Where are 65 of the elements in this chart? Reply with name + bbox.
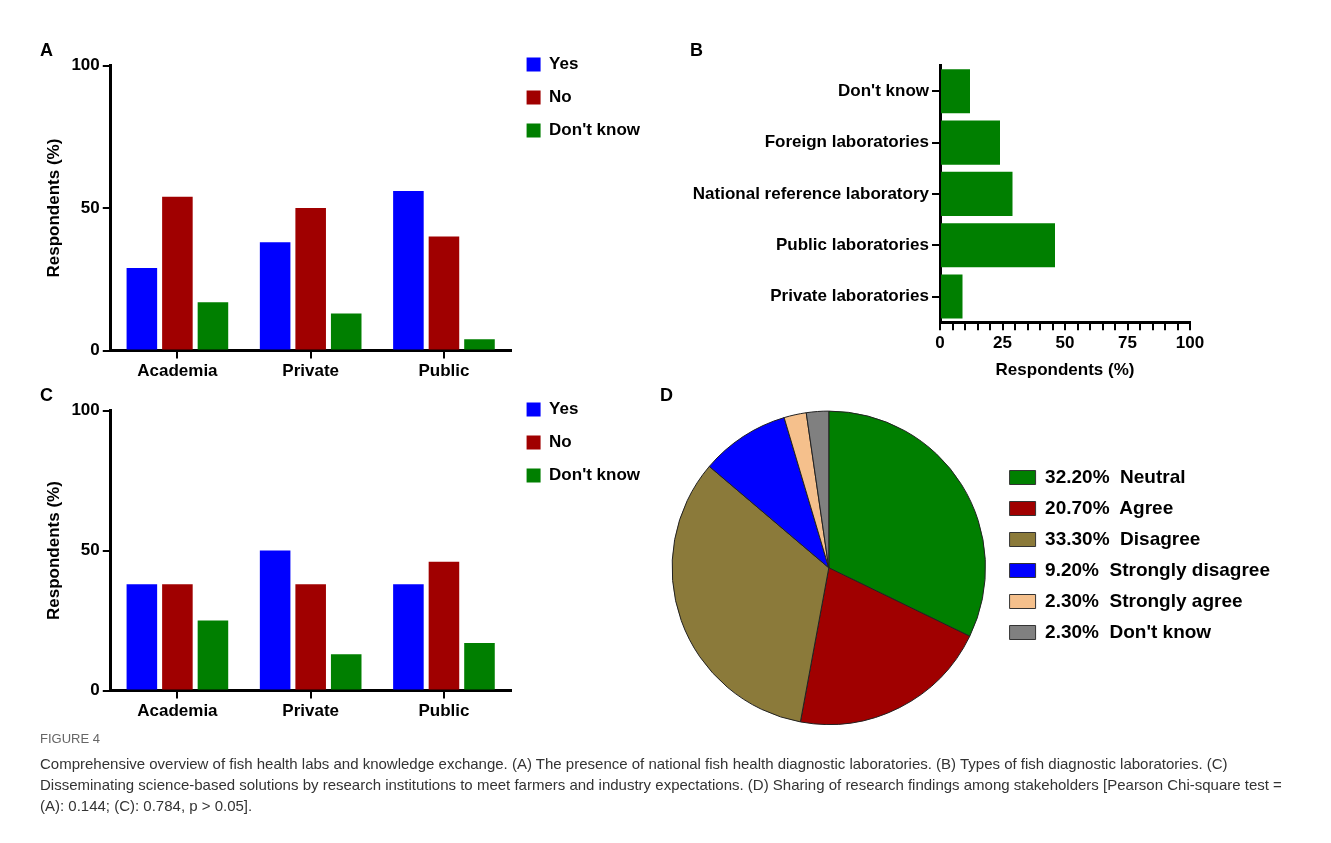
x-tick-label: 50: [1055, 333, 1075, 353]
bar: [295, 584, 326, 690]
x-tick-label: 0: [935, 333, 945, 353]
legend-label: Don't know: [549, 465, 641, 485]
x-tick-label: Public: [418, 701, 470, 721]
legend-label: 2.30% Don't know: [1045, 620, 1212, 642]
x-tick-label: Public: [418, 361, 470, 381]
chart-title: D: [660, 384, 673, 405]
chart-title: C: [40, 384, 53, 405]
bar: [428, 561, 460, 690]
bar: [259, 242, 291, 350]
y-axis-title: Respondents (%): [43, 481, 63, 621]
bar: [941, 69, 970, 114]
bar: [941, 274, 963, 319]
legend-label: Don't know: [549, 120, 641, 140]
y-tick-label: Foreign laboratories: [764, 132, 929, 152]
bar: [295, 208, 326, 350]
x-tick-label: Private: [282, 361, 340, 381]
legend-label: 32.20% Neutral: [1045, 465, 1186, 487]
bar: [126, 267, 158, 350]
y-tick-label: 50: [80, 540, 100, 560]
y-tick-label: 100: [71, 400, 100, 420]
y-tick-label: 50: [80, 197, 100, 217]
legend-label: 33.30% Disagree: [1045, 527, 1201, 549]
x-tick-label: Academia: [137, 361, 219, 381]
bar: [393, 584, 424, 690]
legend-label: 9.20% Strongly disagree: [1045, 558, 1270, 580]
x-axis-title: Respondents (%): [995, 360, 1135, 380]
bar: [941, 120, 1000, 165]
x-tick-label: Private: [282, 701, 340, 721]
bar: [393, 191, 424, 350]
x-tick-label: 75: [1118, 333, 1137, 353]
x-tick-label: 100: [1175, 333, 1205, 353]
legend-label: No: [549, 432, 572, 452]
y-axis-title: Respondents (%): [43, 138, 63, 278]
bar: [330, 654, 362, 690]
bar: [259, 550, 291, 690]
y-tick-label: 0: [90, 680, 100, 700]
text: B: [690, 39, 703, 60]
legend-label: No: [549, 87, 572, 107]
bar: [197, 302, 229, 350]
bar: [197, 620, 229, 690]
y-tick-label: Public laboratories: [775, 234, 929, 254]
y-tick-label: National reference laboratory: [692, 183, 930, 203]
bar: [330, 313, 362, 350]
bar: [162, 584, 193, 690]
x-tick-label: 25: [993, 333, 1012, 353]
legend-label: Yes: [549, 399, 579, 419]
y-tick-label: Private laboratories: [770, 286, 929, 306]
bar: [464, 643, 495, 690]
caption: FIGURE 4: [40, 730, 101, 748]
legend-label: 20.70% Agree: [1045, 496, 1174, 518]
bar: [464, 339, 495, 350]
legend-label: 2.30% Strongly agree: [1045, 589, 1243, 611]
bar: [941, 171, 1013, 216]
y-tick-label: Don't know: [838, 80, 930, 100]
x-tick-label: Academia: [137, 701, 219, 721]
chart-title: A: [40, 39, 53, 60]
bar: [941, 223, 1055, 268]
bar: [126, 584, 158, 690]
text: Comprehensive overview of fish health labs and knowledge exchange. (A) The presence of national fish health diagnostic laboratories. (B) Types of fish diagnostic laboratories. (C) Disseminating science-based solutions by research institutions to meet farmers and industry expectations. (D) Sharing of research findings among stakeholders [Pearson Chi-square test = (A): 0.144; (C): 0.784, p > 0.05].: [40, 754, 1283, 816]
y-tick-label: 100: [71, 55, 100, 75]
legend-label: Yes: [549, 54, 579, 74]
bar: [428, 236, 460, 350]
bar: [162, 196, 193, 350]
